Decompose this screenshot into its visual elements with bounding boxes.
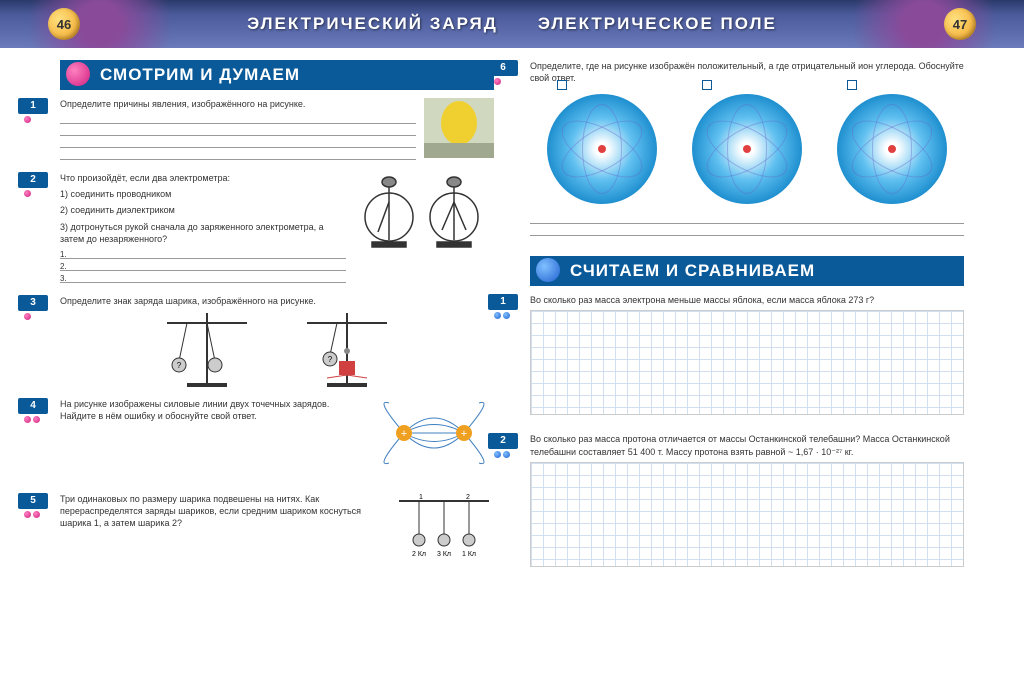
- difficulty-dots: [494, 78, 501, 85]
- question-number: 3: [18, 295, 48, 311]
- svg-text:2 Кл: 2 Кл: [412, 551, 426, 558]
- right-page: 6 Определите, где на рисунке изображён п…: [512, 48, 1024, 685]
- electrometers-diagram: [354, 172, 494, 252]
- question-text: На рисунке изображены силовые линии двух…: [60, 398, 366, 422]
- atom-checkbox-2[interactable]: [702, 80, 712, 90]
- question-number: 1: [18, 98, 48, 114]
- answer-grid[interactable]: [530, 310, 964, 415]
- svg-text:2: 2: [466, 494, 470, 501]
- atom-1: [547, 94, 657, 204]
- balloon-photo: [424, 98, 494, 160]
- question-text: Что произойдёт, если два электрометра:: [60, 172, 346, 184]
- left-page: СМОТРИМ И ДУМАЕМ 1 Определите причины яв…: [0, 48, 512, 685]
- pendulum-diagrams: ? ?: [60, 313, 494, 388]
- question-text: Во сколько раз масса электрона меньше ма…: [530, 294, 964, 306]
- field-lines-diagram: ++: [374, 398, 494, 483]
- answer-line[interactable]: [60, 114, 416, 124]
- answer-grid[interactable]: [530, 462, 964, 567]
- section-heading-2: СЧИТАЕМ И СРАВНИВАЕМ: [530, 256, 964, 286]
- atom-3: [837, 94, 947, 204]
- difficulty-dots: [24, 313, 31, 320]
- svg-text:3 Кл: 3 Кл: [437, 551, 451, 558]
- question-text: Определите, где на рисунке изображён пол…: [530, 60, 964, 84]
- question-5: 5 Три одинаковых по размеру шарика подве…: [60, 493, 494, 563]
- question-1: 1 Определите причины явления, изображённ…: [60, 98, 494, 162]
- sphere-icon: [536, 258, 560, 282]
- difficulty-dots: [494, 451, 510, 458]
- three-balls-diagram: 1 2 2 Кл 3 Кл 1 Кл: [394, 493, 494, 563]
- atom-diagrams: [530, 94, 964, 204]
- header-title-right: ЭЛЕКТРИЧЕСКОЕ ПОЛЕ: [538, 14, 777, 34]
- svg-text:1 Кл: 1 Кл: [462, 551, 476, 558]
- page-number-left: 46: [48, 8, 80, 40]
- question-number: 2: [488, 433, 518, 449]
- svg-text:1: 1: [419, 494, 423, 501]
- question-number: 2: [18, 172, 48, 188]
- difficulty-dots: [24, 511, 40, 518]
- question-number: 5: [18, 493, 48, 509]
- page-number-right: 47: [944, 8, 976, 40]
- question-2: 2 Что произойдёт, если два электрометра:…: [60, 172, 494, 285]
- svg-text:+: +: [401, 428, 407, 440]
- svg-text:?: ?: [328, 355, 333, 364]
- atom-checkbox-1[interactable]: [557, 80, 567, 90]
- page-spread: СМОТРИМ И ДУМАЕМ 1 Определите причины яв…: [0, 48, 1024, 685]
- difficulty-dots: [494, 312, 510, 319]
- difficulty-dots: [24, 116, 31, 123]
- question-4: 4 На рисунке изображены силовые линии дв…: [60, 398, 494, 483]
- sphere-icon: [66, 62, 90, 86]
- atom-2: [692, 94, 802, 204]
- svg-text:+: +: [461, 428, 467, 440]
- question-6: 6 Определите, где на рисунке изображён п…: [530, 60, 964, 236]
- question-text: Во сколько раз масса протона отличается …: [530, 433, 964, 457]
- question-text: Определите причины явления, изображённог…: [60, 98, 416, 110]
- question-number: 1: [488, 294, 518, 310]
- page-header: 46 ЭЛЕКТРИЧЕСКИЙ ЗАРЯД ЭЛЕКТРИЧЕСКОЕ ПОЛ…: [0, 0, 1024, 48]
- svg-text:?: ?: [177, 361, 182, 370]
- header-title-left: ЭЛЕКТРИЧЕСКИЙ ЗАРЯД: [247, 14, 498, 34]
- question-number: 6: [488, 60, 518, 76]
- question-7: 1 Во сколько раз масса электрона меньше …: [530, 294, 964, 415]
- difficulty-dots: [24, 190, 31, 197]
- section-heading-1: СМОТРИМ И ДУМАЕМ: [60, 60, 494, 90]
- question-text: Определите знак заряда шарика, изображён…: [60, 295, 494, 307]
- question-3: 3 Определите знак заряда шарика, изображ…: [60, 295, 494, 388]
- atom-checkbox-3[interactable]: [847, 80, 857, 90]
- section-title: СМОТРИМ И ДУМАЕМ: [100, 65, 300, 84]
- difficulty-dots: [24, 416, 40, 423]
- question-number: 4: [18, 398, 48, 414]
- section-title: СЧИТАЕМ И СРАВНИВАЕМ: [570, 261, 815, 280]
- question-text: Три одинаковых по размеру шарика подвеше…: [60, 493, 386, 529]
- question-8: 2 Во сколько раз масса протона отличаетс…: [530, 433, 964, 566]
